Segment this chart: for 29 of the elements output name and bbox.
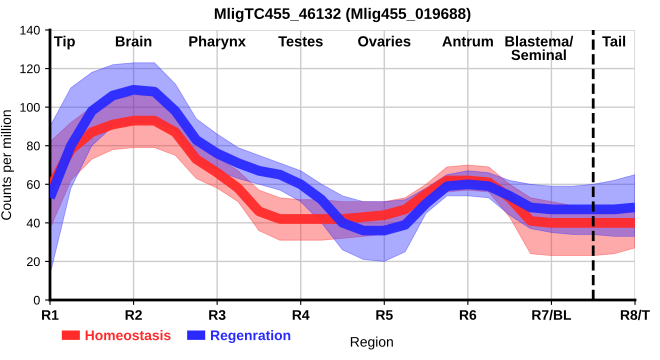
legend-label: Regenration — [210, 330, 290, 344]
x-tick-label: R3 — [209, 310, 226, 320]
y-tick-label: 60 — [27, 180, 40, 189]
annotation: Antrum — [442, 36, 493, 46]
x-tick-label: R2 — [126, 310, 142, 320]
y-tick-label: 20 — [27, 257, 40, 266]
annotation: Pharynx — [189, 36, 246, 50]
y-tick-label: 120 — [20, 64, 40, 74]
annotation: Tip — [54, 36, 75, 50]
chart-title: MligTC455_46132 (Mlig455_019688) — [214, 8, 470, 22]
x-tick-label: R7/BL — [532, 310, 572, 320]
annotation: Brain — [116, 36, 152, 46]
y-tick-label: 140 — [20, 26, 40, 35]
x-tick-label: R8/T — [620, 310, 650, 320]
x-tick-label: R4 — [292, 310, 310, 320]
annotation: Blastema/ Seminal — [505, 36, 574, 60]
y-tick-label: 40 — [26, 218, 40, 228]
x-tick-label: R6 — [460, 310, 476, 320]
x-tick-label: R5 — [376, 310, 393, 320]
x-axis-title: Region — [350, 336, 393, 350]
x-tick-label: R1 — [42, 310, 58, 320]
annotation: Tail — [602, 36, 626, 46]
legend-label: Homeostasis — [86, 330, 171, 340]
y-tick-label: 0 — [34, 296, 40, 305]
y-tick-label: 100 — [20, 102, 40, 112]
annotation: Ovaries — [358, 36, 410, 46]
y-axis-title: Counts per million — [0, 110, 14, 220]
annotation: Testes — [278, 36, 323, 46]
y-tick-label: 80 — [26, 142, 40, 150]
